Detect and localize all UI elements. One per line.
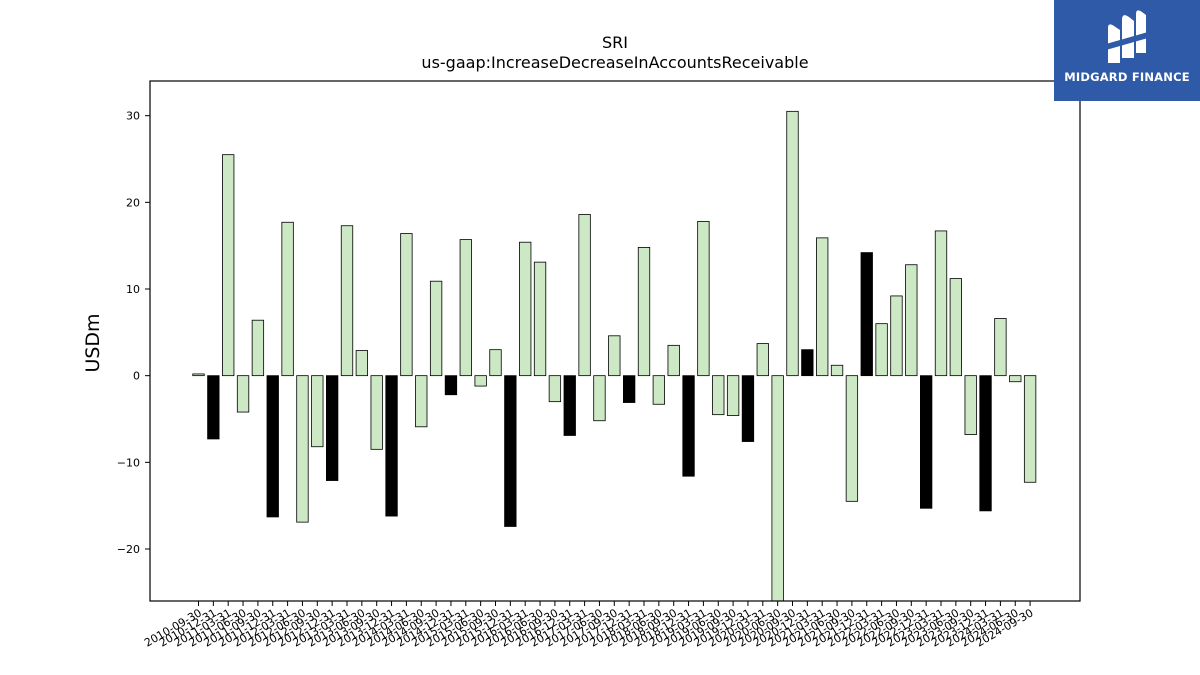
bar-2011-09-30 <box>251 319 265 377</box>
bar-2020-09-30 <box>786 110 799 377</box>
bar-2017-09-30 <box>608 335 621 377</box>
bar-2023-06-30 <box>949 278 962 377</box>
bar-2014-12-31 <box>444 375 458 396</box>
bar-2022-09-30 <box>905 264 918 377</box>
bar-2011-12-31 <box>266 375 279 518</box>
bar-2024-06-30 <box>1009 375 1022 383</box>
bar-2011-06-30 <box>236 375 250 413</box>
bar-2018-09-30 <box>667 344 680 377</box>
bars-group <box>192 110 1037 602</box>
bar-2023-09-30 <box>964 375 977 435</box>
bar-2015-06-30 <box>474 375 487 387</box>
bar-2016-03-31 <box>519 241 532 377</box>
bar-2018-12-31 <box>682 375 695 477</box>
bar-2022-03-31 <box>875 323 888 377</box>
bar-2013-03-31 <box>340 225 354 377</box>
chart-subtitle: us-gaap:IncreaseDecreaseInAccountsReceiv… <box>421 53 808 72</box>
bar-2015-09-30 <box>489 349 502 377</box>
bar-2016-09-30 <box>548 375 562 403</box>
bar-2019-09-30 <box>726 375 740 416</box>
chart-title: SRI <box>602 33 628 52</box>
bar-2020-06-30 <box>771 375 784 602</box>
midgard-logo-icon <box>1106 10 1148 63</box>
bar-2017-12-31 <box>623 375 636 403</box>
bar-2023-03-31 <box>934 230 948 377</box>
bar-2012-09-30 <box>311 375 324 448</box>
y-tick-label: −10 <box>117 456 140 469</box>
bar-2017-06-30 <box>593 375 606 422</box>
bar-2020-03-31 <box>756 343 769 377</box>
bar-2012-03-31 <box>281 221 294 377</box>
y-tick-label: 30 <box>126 110 140 123</box>
bar-2014-03-31 <box>400 233 413 377</box>
plot-frame <box>149 80 1081 602</box>
bar-2020-12-31 <box>801 349 814 377</box>
bar-2013-06-30 <box>355 350 369 377</box>
bar-2021-09-30 <box>845 375 859 502</box>
bar-2024-09-30 <box>1023 375 1037 483</box>
bar-2012-06-30 <box>296 375 309 523</box>
bar-2013-12-31 <box>385 375 398 517</box>
bar-2010-12-31 <box>207 375 220 440</box>
bar-2019-03-31 <box>697 220 710 377</box>
bar-2016-06-30 <box>533 261 547 377</box>
bar-2012-12-31 <box>325 375 339 481</box>
x-ticks-group: 2010-09-302010-12-312011-03-312011-06-30… <box>142 601 1036 650</box>
y-axis-label: USDm <box>82 313 104 372</box>
bar-2018-03-31 <box>637 246 651 377</box>
y-tick-label: 0 <box>133 370 140 383</box>
bar-2021-03-31 <box>816 237 829 377</box>
bar-2023-12-31 <box>979 375 992 512</box>
bar-2010-09-30 <box>192 373 205 377</box>
bar-2019-06-30 <box>712 375 725 416</box>
logo-text: MIDGARD FINANCE <box>1064 70 1190 84</box>
y-tick-label: 10 <box>126 283 140 296</box>
bar-2018-06-30 <box>652 375 665 405</box>
bar-2019-12-31 <box>741 375 755 442</box>
brand-logo: MIDGARD FINANCE <box>1054 0 1200 101</box>
bar-2017-03-31 <box>578 214 591 377</box>
bar-2021-12-31 <box>860 252 873 377</box>
bar-2024-03-31 <box>994 318 1007 377</box>
bar-2015-03-31 <box>459 239 472 377</box>
bar-2021-06-30 <box>830 364 844 377</box>
bar-2013-09-30 <box>370 375 383 450</box>
y-ticks-group: −20 −10 0 10 20 30 <box>117 110 150 556</box>
bar-2022-06-30 <box>890 295 903 377</box>
bar-2016-12-31 <box>563 375 576 436</box>
y-tick-label: −20 <box>117 543 140 556</box>
bar-2014-06-30 <box>415 375 428 428</box>
bar-2022-12-31 <box>920 375 933 509</box>
bar-2015-12-31 <box>504 375 517 527</box>
y-tick-label: 20 <box>126 196 140 209</box>
bar-2011-03-31 <box>222 154 235 377</box>
bar-2014-09-30 <box>429 280 443 377</box>
